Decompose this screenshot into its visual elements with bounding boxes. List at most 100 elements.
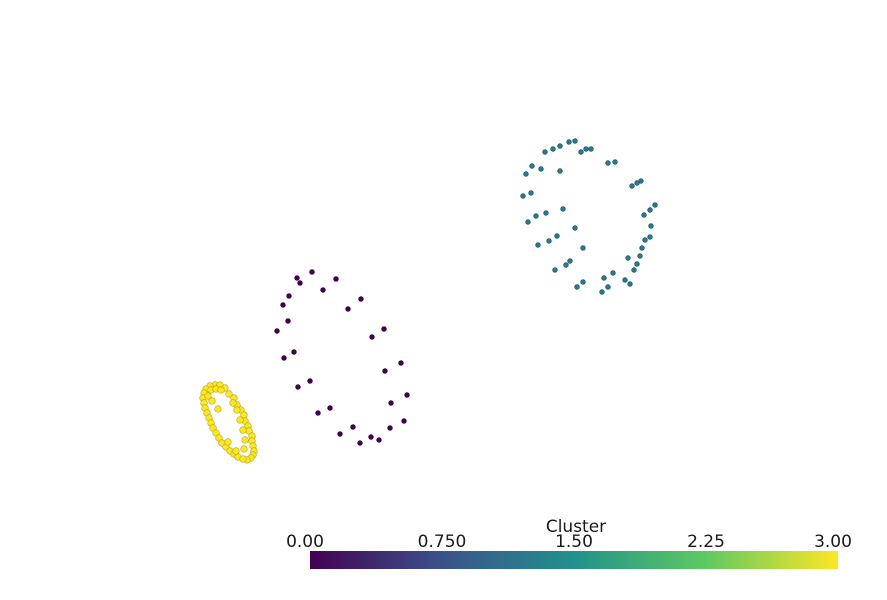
cluster-1-point bbox=[554, 233, 560, 239]
cluster-0-point bbox=[401, 418, 407, 424]
cluster-0-point bbox=[358, 296, 364, 302]
cluster-0-point bbox=[294, 275, 300, 281]
cluster-0-point bbox=[388, 400, 394, 406]
cluster-1-point bbox=[637, 253, 643, 259]
cluster-1-point bbox=[638, 178, 644, 184]
cluster-1-point bbox=[631, 267, 637, 273]
cluster-3-point bbox=[240, 445, 248, 453]
cluster-0-point bbox=[297, 280, 303, 286]
cluster-1-point bbox=[578, 149, 584, 155]
cluster-1-point bbox=[563, 262, 569, 268]
cluster-0-point bbox=[286, 293, 292, 299]
cluster-3-point bbox=[217, 386, 225, 394]
cluster-0-point bbox=[376, 437, 382, 443]
cluster-1-point bbox=[538, 166, 544, 172]
cluster-1-point bbox=[560, 206, 566, 212]
cluster-1-point bbox=[552, 267, 558, 273]
cluster-1-point bbox=[605, 160, 611, 166]
cluster-1-point bbox=[528, 190, 534, 196]
cluster-0-point bbox=[357, 440, 363, 446]
cluster-0-point bbox=[398, 360, 404, 366]
cluster-3-point bbox=[208, 397, 216, 405]
cluster-0-point bbox=[350, 424, 356, 430]
colorbar-tick-label: 2.25 bbox=[687, 532, 725, 552]
cluster-0-point bbox=[285, 318, 291, 324]
cluster-1-point bbox=[572, 225, 578, 231]
cluster-1-point bbox=[580, 245, 586, 251]
cluster-3-point bbox=[233, 406, 241, 414]
cluster-0-point bbox=[315, 410, 321, 416]
cluster-1-point bbox=[601, 275, 607, 281]
cluster-0-point bbox=[327, 405, 333, 411]
cluster-0-point bbox=[280, 302, 286, 308]
points-layer bbox=[199, 138, 658, 464]
cluster-0-point bbox=[295, 384, 301, 390]
cluster-1-point bbox=[533, 213, 539, 219]
colorbar-gradient bbox=[310, 551, 838, 569]
cluster-1-point bbox=[641, 212, 647, 218]
cluster-3-point bbox=[214, 405, 222, 413]
cluster-1-point bbox=[583, 146, 589, 152]
cluster-1-point bbox=[588, 146, 594, 152]
cluster-1-point bbox=[546, 238, 552, 244]
cluster-0-point bbox=[274, 328, 280, 334]
cluster-1-point bbox=[520, 193, 526, 199]
cluster-1-point bbox=[627, 281, 633, 287]
cluster-1-point bbox=[557, 168, 563, 174]
cluster-3-point bbox=[224, 438, 232, 446]
cluster-1-point bbox=[543, 210, 549, 216]
cluster-1-point bbox=[622, 277, 628, 283]
cluster-0-point bbox=[387, 425, 393, 431]
cluster-1-point bbox=[523, 171, 529, 177]
cluster-1-point bbox=[639, 245, 645, 251]
cluster-1-point bbox=[529, 163, 535, 169]
cluster-0-point bbox=[337, 431, 343, 437]
cluster-1-point bbox=[647, 234, 653, 240]
cluster-1-point bbox=[629, 183, 635, 189]
cluster-1-point bbox=[647, 207, 653, 213]
cluster-0-point bbox=[345, 306, 351, 312]
cluster-3-point bbox=[232, 447, 240, 455]
cluster-3-point bbox=[229, 399, 237, 407]
colorbar-tick-label: 1.50 bbox=[555, 532, 593, 552]
cluster-3-point bbox=[236, 416, 244, 424]
cluster-1-point bbox=[535, 242, 541, 248]
cluster-0-point bbox=[381, 326, 387, 332]
colorbar-title: Cluster bbox=[546, 517, 606, 537]
colorbar: Cluster 0.00 0.750 1.50 2.25 3.00 bbox=[286, 517, 852, 569]
colorbar-tick-label: 3.00 bbox=[814, 532, 852, 552]
cluster-0-point bbox=[368, 434, 374, 440]
cluster-1-point bbox=[572, 138, 578, 144]
cluster-3-point bbox=[225, 390, 233, 398]
cluster-1-point bbox=[557, 143, 563, 149]
cluster-1-point bbox=[612, 159, 618, 165]
cluster-1-point bbox=[625, 255, 631, 261]
cluster-3-point bbox=[239, 426, 247, 434]
cluster-0-point bbox=[404, 392, 410, 398]
colorbar-tick-labels: 0.00 0.750 1.50 2.25 3.00 bbox=[286, 532, 852, 552]
cluster-3-point bbox=[204, 392, 212, 400]
cluster-1-point bbox=[580, 279, 586, 285]
cluster-3-point bbox=[241, 436, 249, 444]
cluster-1-point bbox=[642, 237, 648, 243]
cluster-1-point bbox=[525, 219, 531, 225]
cluster-1-point bbox=[634, 261, 640, 267]
cluster-3-point bbox=[239, 455, 247, 463]
colorbar-tick-label: 0.00 bbox=[286, 532, 324, 552]
cluster-0-point bbox=[309, 269, 315, 275]
cluster-1-point bbox=[648, 223, 654, 229]
cluster-1-point bbox=[599, 289, 605, 295]
cluster-1-point bbox=[567, 258, 573, 264]
cluster-1-point bbox=[605, 284, 611, 290]
cluster-1-point bbox=[542, 149, 548, 155]
cluster-1-point bbox=[610, 270, 616, 276]
cluster-1-point bbox=[566, 139, 572, 145]
cluster-0-point bbox=[333, 276, 339, 282]
colorbar-tick-label: 0.750 bbox=[418, 532, 467, 552]
cluster-0-point bbox=[369, 334, 375, 340]
cluster-1-point bbox=[652, 202, 658, 208]
cluster-0-point bbox=[307, 378, 313, 384]
cluster-1-point bbox=[550, 146, 556, 152]
cluster-0-point bbox=[320, 287, 326, 293]
